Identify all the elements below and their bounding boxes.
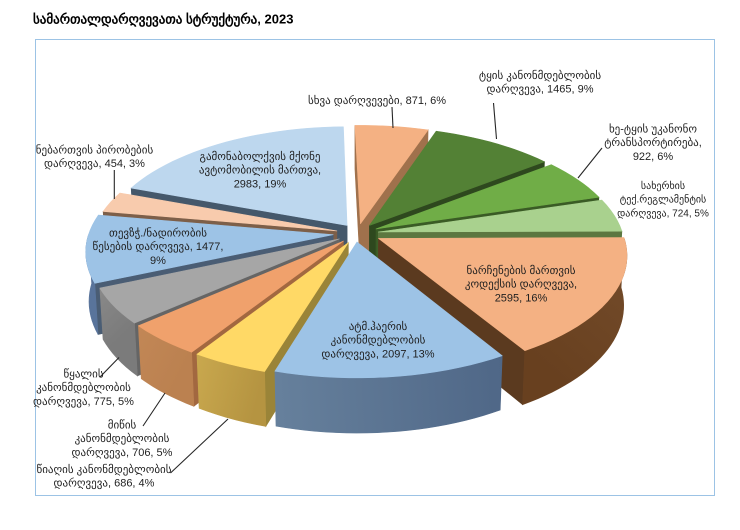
svg-text:სამართალდარღვევათა სტრუქტურა,: სამართალდარღვევათა სტრუქტურა, 2023 [33,12,293,28]
svg-text:სხვა დარღვევები, 871, 6%: სხვა დარღვევები, 871, 6% [308,94,446,107]
